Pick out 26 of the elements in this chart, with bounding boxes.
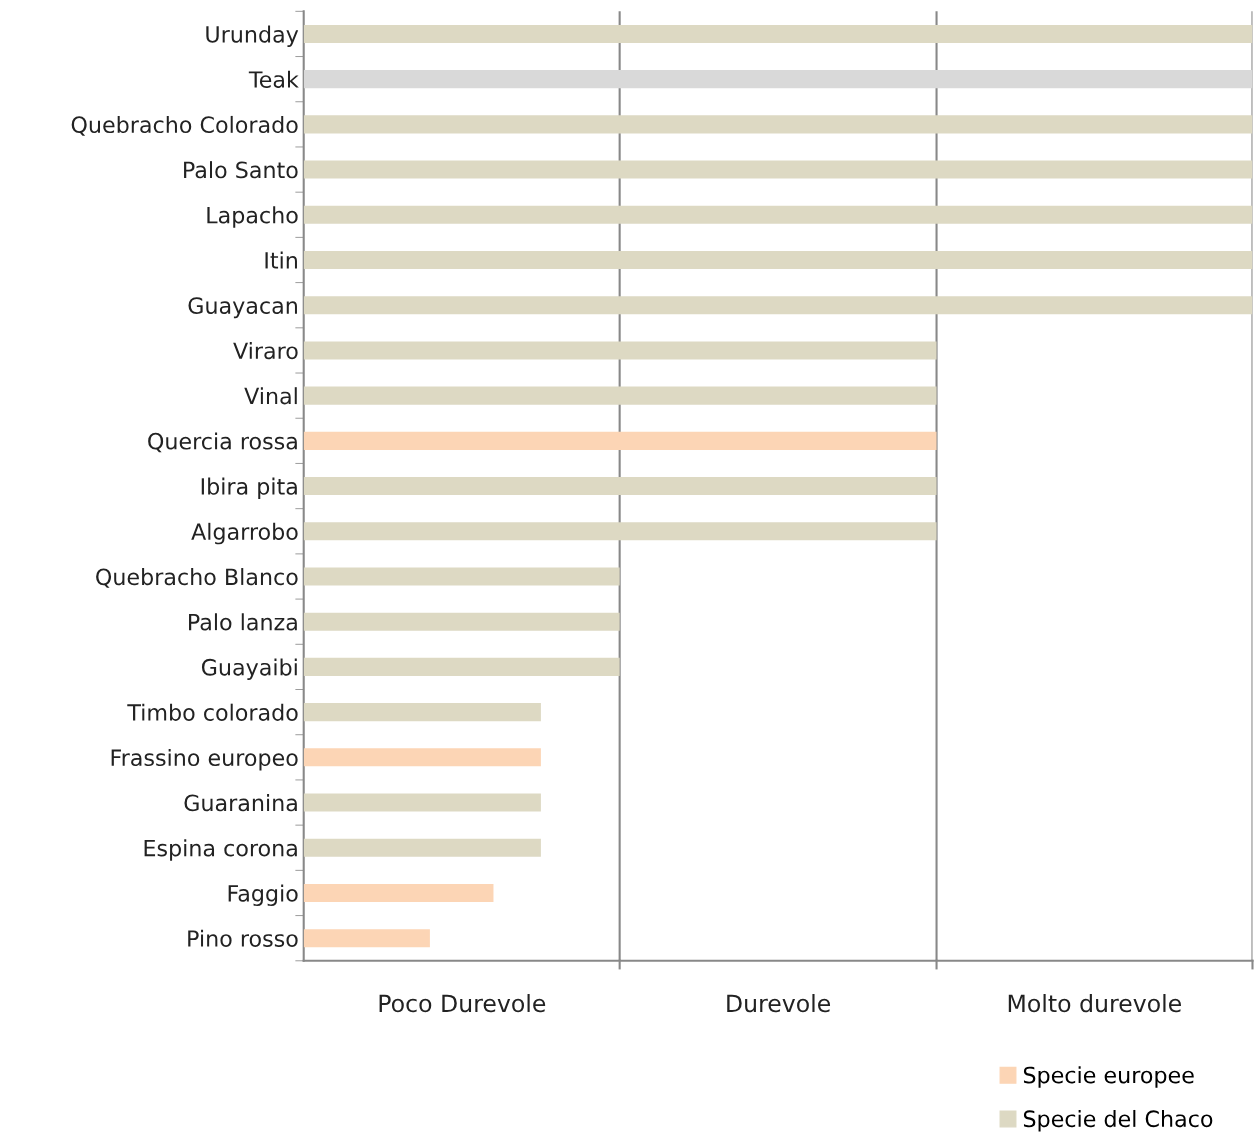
y-tick-label: Viraro: [233, 341, 298, 360]
legend-label: Specie europee: [1023, 1066, 1194, 1088]
text: Durevole: [727, 994, 831, 1013]
y-tick-label: Ibira pita: [201, 477, 297, 500]
y-tick-label: Urunday: [206, 25, 299, 47]
y-tick-label: Frassino europeo: [111, 748, 298, 771]
y-tick-label: Vinal: [244, 387, 297, 405]
text: Poco Durevole: [379, 994, 546, 1013]
y-tick-label: Palo lanza: [189, 613, 297, 631]
y-tick-label: Guayaibi: [201, 658, 297, 680]
y-tick-label: Espina corona: [144, 839, 297, 861]
y-tick-label: Guayacan: [188, 297, 297, 319]
y-tick-label: Faggio: [228, 884, 298, 907]
y-tick-label: Teak: [248, 70, 299, 88]
legend-label: Specie del Chaco: [1023, 1109, 1213, 1132]
y-tick-label: Quebracho Blanco: [96, 568, 298, 588]
y-tick-label: Itin: [265, 251, 297, 269]
y-tick-label: Guaranina: [184, 794, 297, 812]
y-tick-label: Pino rosso: [188, 929, 298, 947]
y-tick-label: Quebracho Colorado: [71, 115, 298, 136]
y-tick-label: Palo Santo: [184, 161, 298, 179]
text: Molto durevole: [1008, 994, 1181, 1013]
y-tick-label: Quercia rossa: [148, 432, 297, 453]
y-tick-label: Algarrobo: [191, 522, 298, 545]
y-tick-label: Timbo colorado: [127, 703, 298, 721]
y-tick-label: Lapacho: [207, 206, 298, 228]
